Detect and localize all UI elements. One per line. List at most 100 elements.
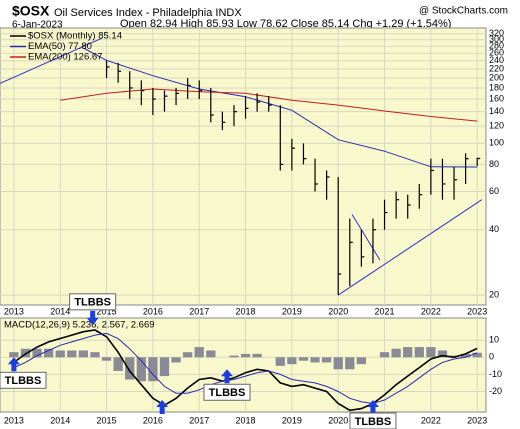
signal-arrow [366,400,379,415]
histogram-bar [460,353,471,358]
y-tick-label: 0 [489,352,494,362]
date: 6-Jan-2023 [12,20,63,31]
y-tick-label: 280 [489,41,504,51]
y-tick-label: 220 [489,63,504,73]
histogram-bar [345,357,355,370]
source: @ StockCharts.com [419,6,508,17]
histogram-bar [136,357,146,382]
x-tick-label: 2018 [236,415,256,425]
histogram-bar [171,357,181,363]
y-tick-label: 180 [489,82,504,92]
signal-label: TLBBS [209,387,246,399]
histogram-bar [275,357,285,366]
signal-label: TLBBS [355,416,392,428]
histogram-bar [206,350,216,358]
histogram-bar [310,357,320,363]
x-tick-label: 2017 [189,306,209,316]
y-tick-label: 120 [489,121,504,131]
y-tick-label: 160 [489,93,504,103]
histogram-bar [426,347,436,358]
x-tick-label: 2016 [143,306,163,316]
signal-arrow [7,357,20,372]
x-tick-label: 2019 [282,306,302,316]
histogram-bar [437,350,448,358]
signal-label: TLBBS [5,375,42,387]
y-tick-label: 300 [489,34,504,44]
histogram-bar [148,357,158,382]
histogram-bar [113,357,123,371]
histogram-bar [90,352,100,358]
histogram-bar [449,355,459,358]
histogram-bar [252,353,262,358]
histogram-bar [101,357,112,361]
signal-box [203,383,251,401]
trend-line [337,199,483,296]
x-tick-label: 2022 [421,415,441,425]
histogram-bar [333,357,343,370]
signal-arrow [86,310,99,325]
histogram-bar [55,350,65,358]
histogram-bar [472,352,482,358]
histogram-bar [32,348,42,358]
y-tick-label: 60 [489,186,499,196]
x-tick-label: 2015 [97,415,117,425]
histogram-bar [229,355,239,358]
y-tick-label: 40 [489,224,499,234]
y-tick-label: 140 [489,106,504,116]
y-tick-label: 20 [489,289,499,299]
y-tick-label: 10 [489,335,499,345]
y-tick-label: 260 [489,48,504,58]
histogram-bar [125,357,135,380]
histogram-bar [159,357,170,377]
histogram-bar [44,348,54,358]
index-name: Oil Services Index - Philadelphia INDX [54,7,242,19]
histogram-bar [240,353,251,358]
x-tick-label: 2019 [282,415,302,425]
x-tick-label: 2015 [97,306,117,316]
histogram-bar [9,352,19,358]
y-tick-label: -20 [489,386,502,396]
y-tick-label: 200 [489,72,504,82]
x-tick-label: 2021 [375,306,395,316]
y-tick-label: 240 [489,55,504,65]
macd-label: MACD(12,26,9) 5.236, 2.567, 2.669 [4,320,155,331]
histogram-bar [391,348,401,358]
legend-label: EMA(200) 126.67 [28,52,102,63]
signal-box [69,293,117,311]
y-tick-label: 80 [489,159,499,169]
histogram-bar [183,352,193,358]
x-tick-label: 2022 [421,306,441,316]
quote: Open 82.94 High 85.93 Low 78.62 Close 85… [120,18,451,30]
histogram-bar [379,352,390,358]
plot-content [0,318,486,412]
x-tick-label: 2016 [143,415,163,425]
histogram-bar [67,350,77,358]
y-tick-label: -10 [489,369,502,379]
x-tick-label: 2018 [236,306,256,316]
legend-label: $OSX (Monthly) 85.14 [28,31,122,42]
x-tick-label: 2020 [328,415,348,425]
y-tick-label: 320 [489,28,504,38]
trend-line [351,214,381,261]
x-tick-label: 2020 [328,306,348,316]
histogram-bar [356,357,367,365]
signal-box [0,371,47,389]
signal-box [349,412,397,429]
histogram-bar [194,347,204,358]
x-tick-label: 2013 [4,306,24,316]
histogram-bar [321,357,332,363]
macd-line [13,329,478,412]
signal-label: TLBBS [74,297,111,309]
histogram-bar [403,347,413,358]
x-tick-label: 2014 [50,306,70,316]
plot-content [0,28,486,305]
x-tick-label: 2023 [467,415,487,425]
plot-area [0,27,487,306]
legend-label: EMA(50) 77.80 [28,41,92,52]
macd-line [13,332,478,405]
signal-arrow [156,400,169,415]
trend-line [0,37,103,84]
histogram-bar [287,357,297,365]
histogram-bar [298,357,309,361]
